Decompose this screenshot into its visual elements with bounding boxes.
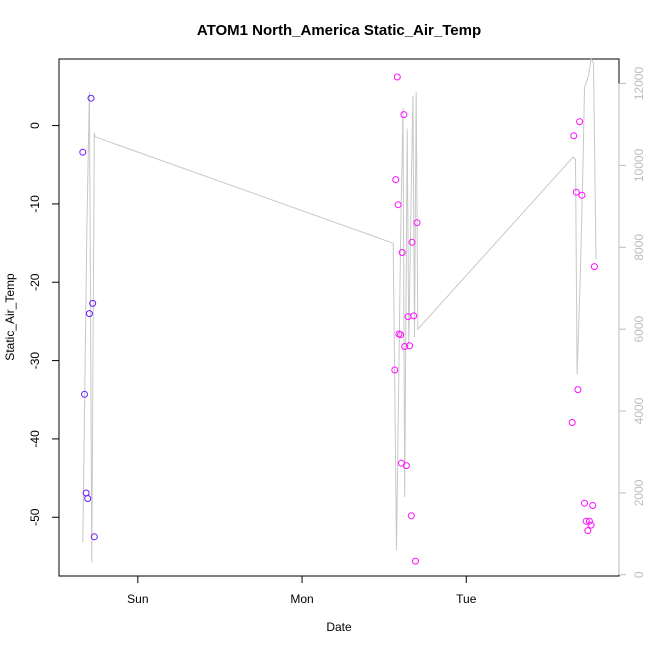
x-tick-label: Sun	[127, 592, 148, 606]
y2-tick-label: 6000	[632, 315, 646, 342]
data-point	[85, 310, 93, 318]
data-point	[89, 299, 97, 307]
data-point	[587, 521, 595, 529]
y2-tick-label: 2000	[632, 479, 646, 506]
data-point	[79, 148, 87, 156]
y-tick-label: -40	[28, 430, 42, 448]
data-point	[407, 512, 415, 520]
data-point	[401, 343, 409, 350]
data-point	[392, 176, 400, 184]
data-point	[391, 366, 399, 374]
y2-tick-label: 10000	[632, 148, 646, 182]
data-point	[585, 517, 593, 525]
y-tick-label: -30	[28, 352, 42, 370]
y2-tick-label: 12000	[632, 67, 646, 101]
data-point	[397, 331, 405, 339]
x-tick-label: Tue	[456, 592, 477, 606]
data-point	[398, 249, 406, 256]
data-point	[590, 263, 598, 271]
y-axis: 0 -10 -20 -30 -40 -50	[28, 122, 60, 526]
data-point	[84, 495, 92, 502]
y-tick-label: 0	[28, 122, 42, 129]
data-point	[81, 390, 88, 398]
data-point	[402, 462, 410, 470]
data-point	[578, 191, 586, 199]
data-point	[576, 118, 584, 126]
data-point	[584, 527, 592, 535]
x-axis-label: Date	[326, 620, 352, 634]
x-tick-label: Mon	[290, 592, 313, 606]
data-point	[572, 188, 580, 196]
line-layer	[82, 57, 597, 563]
data-point	[406, 342, 414, 350]
y2-axis: 0 2000 4000 6000 8000 10000 12000	[618, 67, 646, 578]
y-axis-label: Static_Air_Temp	[3, 273, 17, 361]
point-layer	[79, 73, 598, 565]
data-point	[87, 94, 95, 102]
data-point	[570, 132, 578, 140]
data-point	[393, 73, 401, 81]
data-point	[408, 238, 416, 246]
y2-tick-label: 8000	[632, 234, 646, 261]
data-point	[413, 219, 421, 227]
y-tick-label: -20	[28, 273, 42, 291]
y-tick-label: -50	[28, 508, 42, 526]
y2-tick-label: 4000	[632, 397, 646, 424]
data-point	[90, 533, 98, 541]
data-point	[581, 499, 588, 507]
data-point	[394, 201, 402, 209]
data-point	[568, 419, 576, 426]
x-axis: Sun Mon Tue	[127, 575, 477, 606]
data-point	[410, 312, 418, 320]
y-tick-label: -10	[28, 195, 42, 213]
data-point	[400, 111, 408, 119]
data-point	[582, 517, 590, 525]
chart-title: ATOM1 North_America Static_Air_Temp	[197, 22, 481, 39]
data-point	[411, 557, 419, 565]
data-point	[574, 386, 582, 394]
series-line	[82, 57, 597, 563]
data-point	[589, 502, 597, 509]
y2-tick-label: 0	[632, 571, 646, 578]
